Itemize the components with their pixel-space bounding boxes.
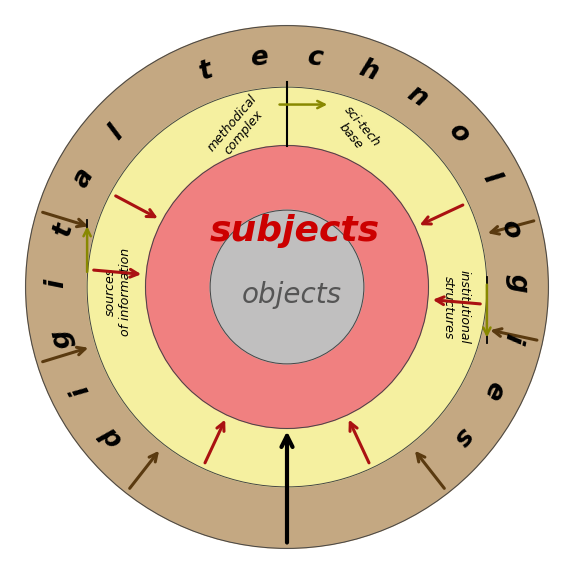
Text: i: i <box>498 331 526 346</box>
Text: c: c <box>305 44 324 72</box>
Circle shape <box>26 26 548 548</box>
Text: g: g <box>48 326 77 351</box>
Text: sources
of information: sources of information <box>104 248 132 336</box>
Text: a: a <box>68 164 99 192</box>
Text: n: n <box>402 80 432 113</box>
Text: i: i <box>43 279 69 288</box>
Text: l: l <box>103 121 128 145</box>
Circle shape <box>210 210 364 364</box>
Text: i: i <box>67 381 94 400</box>
Text: l: l <box>476 168 504 188</box>
Text: h: h <box>355 56 381 87</box>
Text: e: e <box>478 377 509 404</box>
Text: methodical
complex: methodical complex <box>205 92 271 164</box>
Text: g: g <box>505 274 531 293</box>
Text: e: e <box>249 44 270 72</box>
Text: d: d <box>95 421 127 452</box>
Text: o: o <box>495 217 525 241</box>
Circle shape <box>146 146 428 428</box>
Text: objects: objects <box>242 281 342 309</box>
Text: subjects: subjects <box>210 214 380 247</box>
Text: o: o <box>443 117 474 148</box>
Text: sci-tech
base: sci-tech base <box>330 103 383 159</box>
Text: t: t <box>49 220 78 238</box>
Text: institutional
structures: institutional structures <box>442 270 470 344</box>
Circle shape <box>87 87 487 487</box>
Text: t: t <box>196 57 216 86</box>
Text: s: s <box>448 422 478 451</box>
